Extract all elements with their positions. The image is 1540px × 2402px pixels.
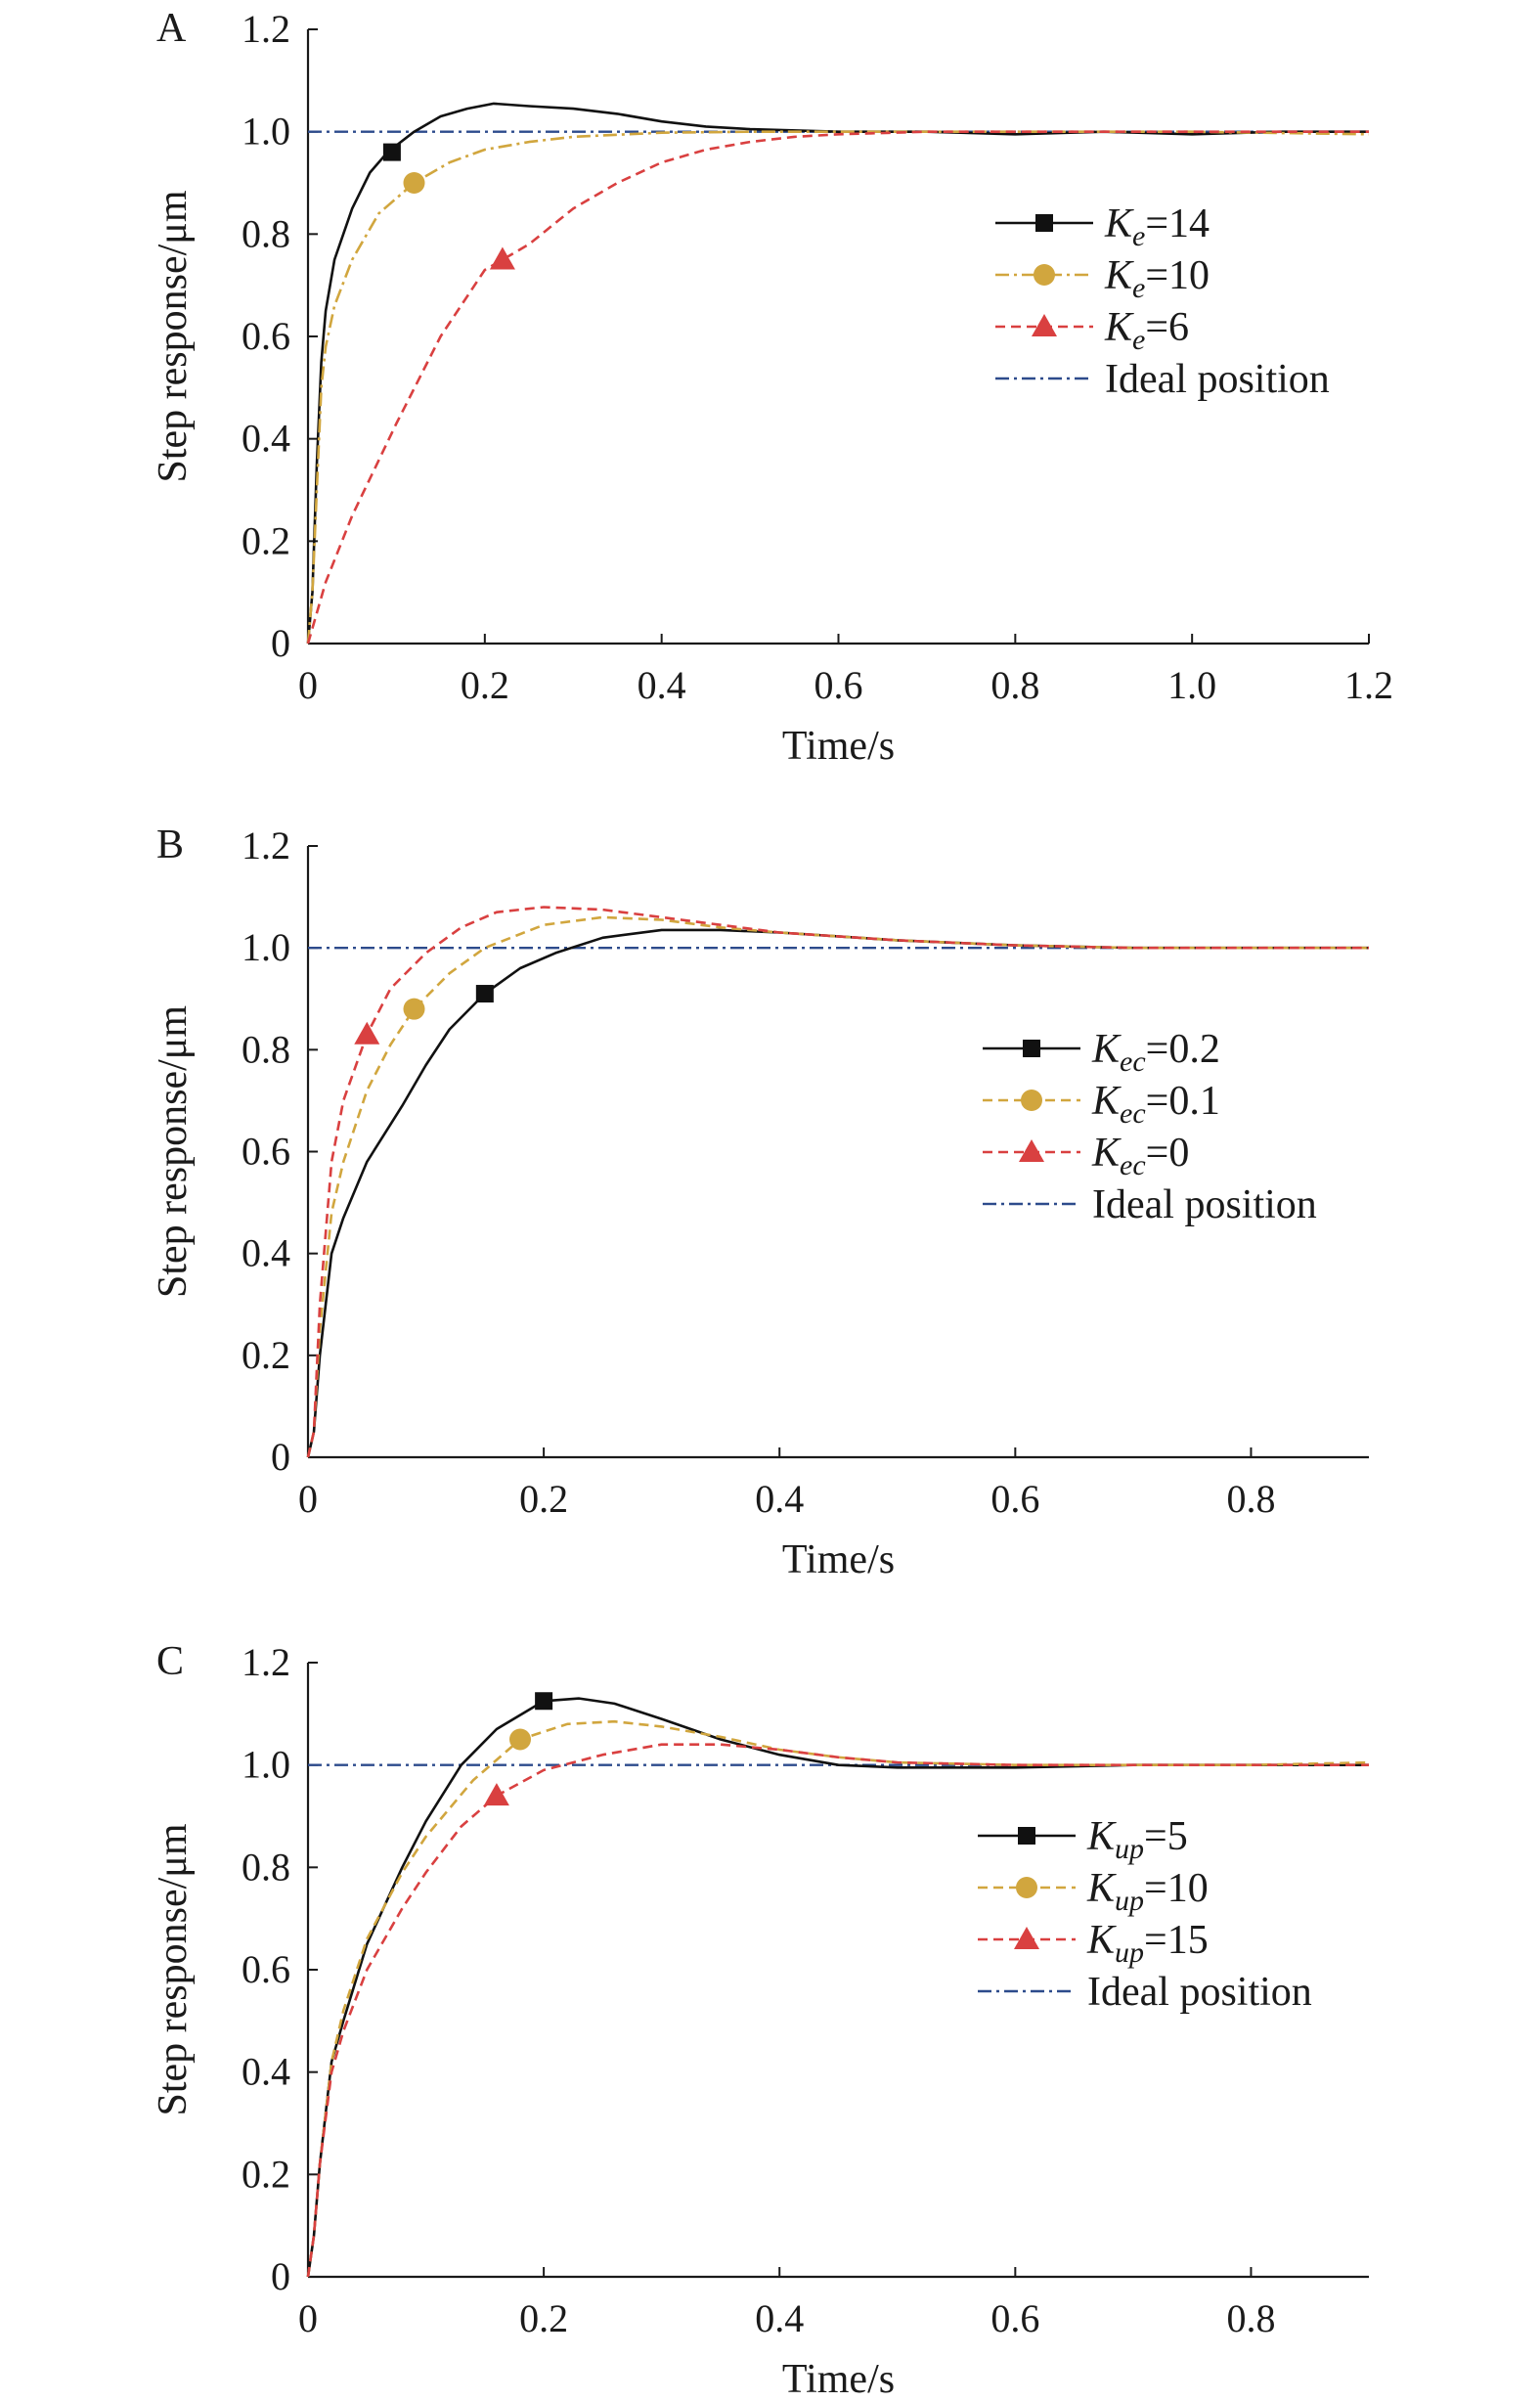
legend-marker-black — [1035, 214, 1053, 232]
x-tick-label: 0 — [298, 663, 318, 707]
legend-label-gold: Kec=0.1 — [1091, 1079, 1220, 1130]
y-axis-label: Step response/μm — [151, 1005, 196, 1298]
series-marker-gold — [509, 1728, 531, 1751]
x-tick-label: 0.2 — [461, 663, 509, 707]
series-line-gold — [306, 1719, 1370, 2278]
y-tick-label: 1.0 — [242, 110, 290, 154]
panel-c: 0 0.2 0.4 0.6 0.8 1.0 1.2 0 0.2 0.4 0.6 0.8 C Time/s S… — [151, 1639, 1370, 2402]
series-marker-black — [475, 985, 494, 1003]
y-tick-label: 0 — [271, 2254, 290, 2298]
x-tick-label: 0.4 — [638, 663, 686, 707]
legend-label-ideal: Ideal position — [1087, 1970, 1312, 2015]
y-axis-label: Step response/μm — [151, 190, 196, 482]
x-tick-label: 0.8 — [1226, 1477, 1275, 1521]
series-marker-gold — [403, 998, 425, 1020]
x-tick-label: 0.6 — [990, 2296, 1039, 2340]
x-tick-label: 0.6 — [814, 663, 863, 707]
y-tick-label: 0.4 — [242, 2050, 290, 2094]
series-marker-gold — [403, 172, 425, 194]
legend-label-black: Kup=5 — [1086, 1814, 1188, 1865]
y-tick-label: 0.4 — [242, 1231, 290, 1275]
y-tick-label: 0.6 — [242, 314, 290, 358]
y-tick-label: 0.2 — [242, 1333, 290, 1377]
y-tick-label: 1.0 — [242, 925, 290, 969]
x-tick-label: 1.0 — [1167, 663, 1216, 707]
y-tick-label: 0 — [271, 1435, 290, 1479]
legend-marker-red — [1032, 314, 1057, 336]
x-tick-label: 0.4 — [755, 1477, 804, 1521]
panel-a: 0 0.2 0.4 0.6 0.8 1.0 1.2 0 0.2 0.4 0.6 0.8 1.0 1.2 A T… — [151, 6, 1393, 769]
x-tick-label: 0.8 — [1226, 2296, 1275, 2340]
x-axis-label: Time/s — [782, 2357, 895, 2402]
series-line-gold — [306, 915, 1369, 1458]
legend-marker-red — [1019, 1139, 1044, 1162]
legend-marker-gold — [1016, 1877, 1037, 1898]
panel-b: 0 0.2 0.4 0.6 0.8 1.0 1.2 0 0.2 0.4 0.6 0.8 B Time/s S… — [151, 823, 1369, 1582]
legend-marker-gold — [1034, 264, 1055, 286]
x-tick-label: 0.4 — [755, 2296, 804, 2340]
series-marker-black — [535, 1692, 553, 1711]
y-tick-label: 1.2 — [242, 823, 290, 867]
legend-label-ideal: Ideal position — [1105, 357, 1330, 402]
y-tick-label: 0.8 — [242, 1845, 290, 1889]
legend-label-red: Ke=6 — [1104, 305, 1189, 356]
x-axis-label: Time/s — [782, 724, 895, 769]
y-tick-label: 0.6 — [242, 1947, 290, 1991]
panel-label: A — [156, 6, 187, 51]
y-tick-label: 0.6 — [242, 1130, 290, 1174]
legend-marker-black — [1018, 1827, 1035, 1845]
series-line-black — [306, 102, 1369, 645]
panel-label: C — [156, 1639, 184, 1684]
series-line-red — [306, 906, 1369, 1458]
legend-label-black: Kec=0.2 — [1091, 1027, 1220, 1078]
y-tick-label: 0.2 — [242, 2152, 290, 2196]
legend-marker-gold — [1021, 1090, 1042, 1111]
y-tick-label: 1.0 — [242, 1743, 290, 1787]
y-tick-label: 1.2 — [242, 1640, 290, 1684]
series-marker-red — [489, 246, 515, 270]
series-line-red — [306, 1743, 1369, 2278]
legend-marker-red — [1014, 1927, 1039, 1949]
series-line-black — [306, 928, 1369, 1458]
x-axis-label: Time/s — [782, 1537, 895, 1582]
series-marker-red — [483, 1783, 509, 1806]
x-tick-label: 0.2 — [519, 1477, 568, 1521]
y-tick-label: 0.8 — [242, 211, 290, 255]
series-marker-black — [382, 143, 401, 161]
x-tick-label: 0.2 — [519, 2296, 568, 2340]
x-tick-label: 0 — [298, 1477, 318, 1521]
panel-label: B — [156, 823, 184, 867]
legend-label-gold: Kup=10 — [1086, 1866, 1209, 1917]
y-tick-label: 0.8 — [242, 1027, 290, 1071]
legend-label-red: Kup=15 — [1086, 1918, 1209, 1969]
legend-label-ideal: Ideal position — [1092, 1182, 1317, 1227]
y-tick-label: 0.2 — [242, 518, 290, 562]
x-tick-label: 0.6 — [990, 1477, 1039, 1521]
series-marker-red — [354, 1021, 380, 1045]
x-tick-label: 0 — [298, 2296, 318, 2340]
y-tick-label: 0.4 — [242, 417, 290, 461]
x-tick-label: 1.2 — [1344, 663, 1393, 707]
y-tick-label: 1.2 — [242, 7, 290, 51]
y-tick-label: 0 — [271, 621, 290, 665]
legend-marker-black — [1023, 1040, 1040, 1057]
series-line-red — [306, 130, 1369, 645]
legend-label-red: Kec=0 — [1091, 1131, 1189, 1181]
legend-label-gold: Ke=10 — [1104, 253, 1210, 304]
x-tick-label: 0.8 — [990, 663, 1039, 707]
legend-label-black: Ke=14 — [1104, 201, 1210, 252]
y-axis-label: Step response/μm — [151, 1823, 196, 2115]
